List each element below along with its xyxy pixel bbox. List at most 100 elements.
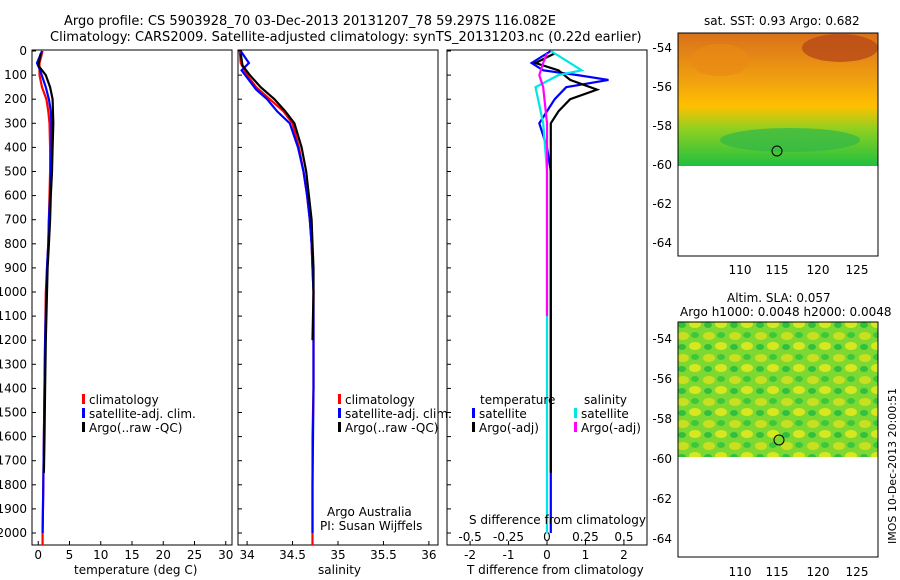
depth-tick-label: 1900 [0,502,27,516]
x-tick-label: -1 [503,548,515,562]
legend-item-sal-argo: Argo(-adj) [574,421,641,435]
imos-stamp: IMOS 10-Dec-2013 20:00:51 [886,388,899,544]
legend-item-satellite: satellite-adj. clim. [82,407,196,421]
depth-tick-label: 1300 [0,357,27,371]
s-diff-tick-label: 0.25 [572,530,599,544]
series-line-temperature-argo-adj- [532,52,601,473]
x-tick-label: 2 [620,548,628,562]
sla-map-subtitle: Argo h1000: 0.0048 h2000: 0.0048 [680,305,892,319]
legend-item-argo: Argo(..raw -QC) [82,421,196,435]
lat-tick-label: -54 [652,332,672,346]
legend-item-temp-argo: Argo(-adj) [472,421,555,435]
sal-xlabel: salinity [318,563,362,577]
depth-tick-label: 2000 [0,526,27,540]
legend-item-climatology: climatology [82,393,196,407]
lat-tick-label: -54 [652,41,672,55]
depth-tick-label: 1700 [0,454,27,468]
lon-tick-label: 110 [729,263,752,277]
depth-tick-label: 1600 [0,430,27,444]
diff-legend-salinity: salinity satellite Argo(-adj) [574,393,641,435]
depth-tick-label: 500 [4,165,27,179]
s-diff-tick-label: 0.5 [614,530,633,544]
legend-item-temp-satellite: satellite [472,407,555,421]
series-line-argo-raw-qc- [37,53,55,473]
depth-tick-label: 1000 [0,285,27,299]
series-line-salinity-argo-adj- [538,52,549,317]
depth-tick-label: 1500 [0,406,27,420]
x-tick-label: 20 [156,548,171,562]
legend-title-salinity: salinity [584,393,628,407]
lat-tick-label: -60 [652,158,672,172]
depth-tick-label: 1200 [0,333,27,347]
legend-title-temperature: temperature [480,393,556,407]
sst-map-title: sat. SST: 0.93 Argo: 0.682 [704,14,860,28]
depth-tick-label: 700 [4,213,27,227]
legend-item-climatology: climatology [338,393,452,407]
sal-legend: climatology satellite-adj. clim. Argo(..… [338,393,452,435]
lon-tick-label: 120 [807,263,830,277]
temp-xlabel: temperature (deg C) [74,563,198,577]
depth-tick-label: 1800 [0,478,27,492]
x-tick-label: 30 [218,548,233,562]
x-tick-label: 34 [239,548,254,562]
lat-tick-label: -60 [652,452,672,466]
legend-item-satellite: satellite-adj. clim. [338,407,452,421]
x-tick-label: 0 [543,548,551,562]
lat-tick-label: -62 [652,492,672,506]
depth-tick-label: 200 [4,92,27,106]
depth-tick-label: 1400 [0,381,27,395]
climatology-title: Climatology: CARS2009. Satellite-adjuste… [50,30,642,45]
lat-tick-label: -64 [652,236,672,250]
depth-tick-label: 800 [4,237,27,251]
diff-legend-temperature: temperature satellite Argo(-adj) [472,393,555,435]
series-line-salinity-satellite [534,50,585,533]
depth-tick-label: 0 [19,44,27,58]
lat-tick-label: -58 [652,412,672,426]
depth-tick-label: 300 [4,116,27,130]
temp-plot-frame [31,49,233,546]
diff-xlabel: T difference from climatology [467,563,644,577]
s-diff-tick-label: -0.5 [458,530,481,544]
lat-tick-label: -62 [652,197,672,211]
sst-argo-location-marker [771,145,783,157]
x-tick-label: 34.5 [279,548,306,562]
series-line-argo-raw-qc- [239,53,315,341]
lon-tick-label: 110 [729,565,752,579]
lon-tick-label: 125 [846,263,869,277]
x-tick-label: 1 [582,548,590,562]
depth-tick-label: 1100 [0,309,27,323]
lon-tick-label: 115 [766,565,789,579]
depth-tick-label: 600 [4,189,27,203]
sst-map [677,32,879,257]
sal-note-institution: Argo Australia [327,505,412,519]
sla-map [677,321,879,558]
lon-tick-label: 125 [846,565,869,579]
sal-plot-frame [237,49,439,546]
x-tick-label: 35.5 [370,548,397,562]
x-tick-label: -2 [464,548,476,562]
s-diff-tick-label: -0.25 [493,530,524,544]
x-tick-label: 35 [330,548,345,562]
depth-tick-label: 900 [4,261,27,275]
x-tick-label: 10 [93,548,108,562]
diff-top-label: S difference from climatology [469,513,646,527]
profile-title: Argo profile: CS 5903928_70 03-Dec-2013 … [64,14,556,29]
sla-map-title: Altim. SLA: 0.057 [727,291,831,305]
sal-note-pi: PI: Susan Wijffels [320,519,423,533]
s-diff-tick-label: 0 [543,530,551,544]
lat-tick-label: -56 [652,80,672,94]
depth-tick-label: 100 [4,68,27,82]
lon-tick-label: 115 [766,263,789,277]
x-tick-label: 36 [421,548,436,562]
lat-tick-label: -64 [652,532,672,546]
lat-tick-label: -58 [652,119,672,133]
sla-argo-location-marker [773,434,785,446]
x-tick-label: 15 [124,548,139,562]
lon-tick-label: 120 [807,565,830,579]
lat-tick-label: -56 [652,372,672,386]
x-tick-label: 25 [187,548,202,562]
depth-tick-label: 400 [4,140,27,154]
legend-item-sal-satellite: satellite [574,407,641,421]
x-tick-label: 5 [66,548,74,562]
